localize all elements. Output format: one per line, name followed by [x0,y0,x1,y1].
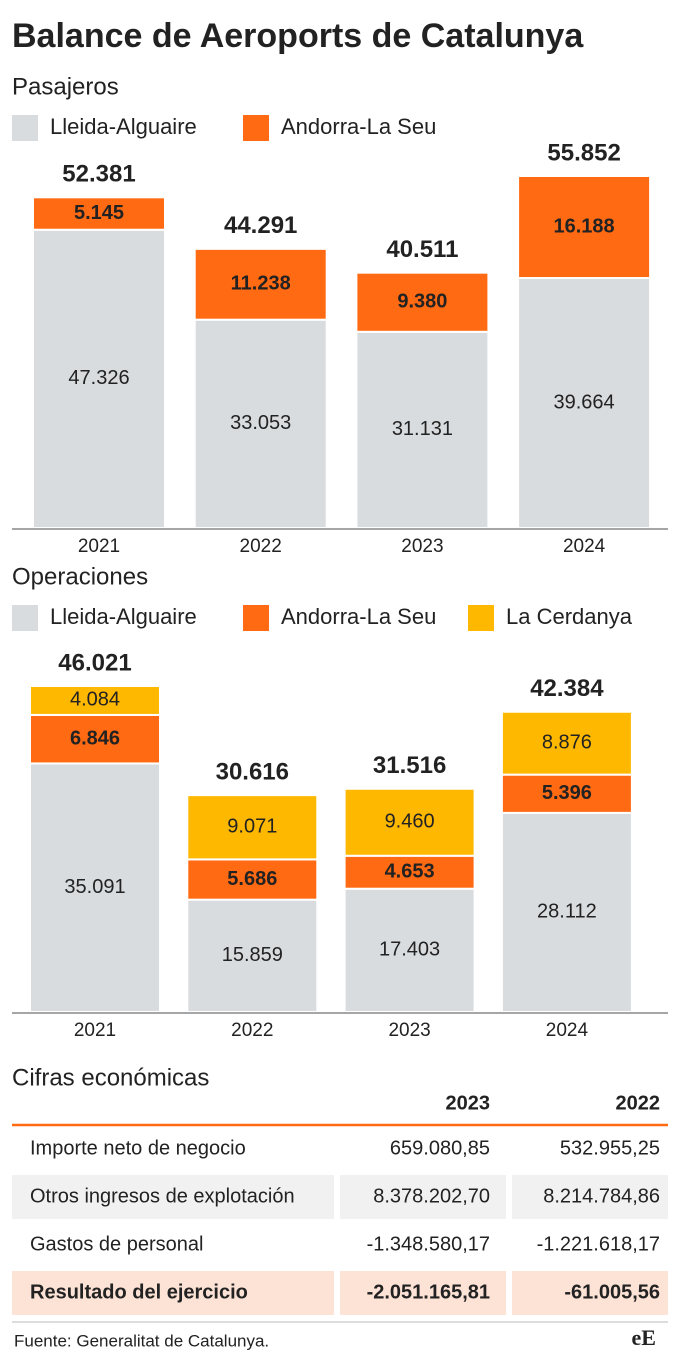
value-label: 11.238 [231,273,291,295]
value-label: 35.091 [64,876,125,898]
cell: -61.005,56 [564,1281,660,1303]
bar-segment [186,898,319,1013]
value-label: 5.145 [74,202,124,224]
row-bg [512,1175,668,1219]
total-label: 44.291 [224,212,297,239]
x-tick-label: 2023 [401,536,443,557]
legend-swatch [12,115,38,141]
value-label: 31.131 [392,418,453,440]
row-bg [12,1271,334,1315]
bar-segment [355,271,490,333]
value-label: 17.403 [379,939,440,961]
value-label: 5.396 [542,782,592,804]
column-header: 2022 [616,1092,661,1114]
row-label: Otros ingresos de explotación [30,1185,295,1207]
total-label: 31.516 [373,752,446,779]
value-label: 6.846 [70,727,120,749]
total-label: 30.616 [216,758,289,785]
row-label: Importe neto de negocio [30,1137,246,1159]
value-label: 5.686 [227,868,277,890]
value-label: 16.188 [554,215,615,237]
legend-swatch [243,115,269,141]
cell: -2.051.165,81 [367,1281,490,1303]
cell: 8.214.784,86 [543,1185,660,1207]
bar-segment [186,858,319,901]
value-label: 47.326 [68,367,129,389]
x-tick-label: 2024 [546,1020,589,1041]
bar-segment [29,762,161,1014]
cell: 532.955,25 [560,1137,660,1159]
total-label: 52.381 [62,161,135,188]
legend-swatch [468,605,494,631]
x-tick-label: 2024 [563,536,606,557]
value-label: 9.460 [385,811,435,833]
bar-segment [517,175,652,280]
x-tick-label: 2022 [231,1020,273,1041]
cell: -1.221.618,17 [537,1233,660,1255]
bar-segment [29,685,161,716]
bar-segment [29,713,161,765]
title: Balance de Aeroports de Catalunya [12,17,584,55]
value-label: 8.876 [542,731,592,753]
legend-label: La Cerdanya [506,604,633,629]
total-label: 40.511 [386,236,458,263]
table-title: Cifras económicas [12,1064,209,1091]
row-label: Resultado del ejercicio [30,1281,248,1303]
bar-segment [500,710,633,776]
x-tick-label: 2021 [78,536,120,557]
cell: 8.378.202,70 [373,1185,490,1207]
row-bg [512,1271,668,1315]
bar-segment [517,277,652,529]
column-header: 2023 [446,1092,491,1114]
total-label: 42.384 [530,675,604,702]
value-label: 9.071 [227,816,277,838]
value-label: 4.653 [385,861,435,883]
value-label: 4.084 [70,689,120,711]
bar-segment [343,787,476,857]
value-label: 39.664 [554,391,615,413]
legend-label: Andorra-La Seu [281,114,436,139]
row-label: Gastos de personal [30,1233,203,1255]
bar-segment [343,854,476,890]
value-label: 33.053 [230,412,291,434]
bar-segment [193,247,328,321]
x-tick-label: 2023 [388,1020,430,1041]
x-tick-label: 2022 [240,536,282,557]
bar-segment [343,887,476,1014]
bar-segment [355,330,490,529]
source: Fuente: Generalitat de Catalunya. [14,1331,269,1350]
cell: -1.348.580,17 [367,1233,490,1255]
row-bg [340,1271,506,1315]
bar-segment [500,773,633,814]
value-label: 9.380 [397,291,447,313]
value-label: 15.859 [222,944,283,966]
bar-segment [32,228,166,529]
total-label: 46.021 [58,649,131,676]
legend-label: Lleida-Alguaire [50,604,197,629]
legend-swatch [243,605,269,631]
x-tick-label: 2021 [74,1020,116,1041]
row-bg [12,1175,334,1219]
chart-title: Pasajeros [12,73,119,100]
bar-segment [32,196,166,231]
row-bg [340,1175,506,1219]
legend-label: Lleida-Alguaire [50,114,197,139]
total-label: 55.852 [547,139,620,166]
value-label: 28.112 [537,901,597,923]
legend-swatch [12,605,38,631]
bar-segment [500,811,633,1013]
chart-title: Operaciones [12,563,148,590]
logo: eE [632,1325,656,1350]
bar-segment [186,794,319,861]
cell: 659.080,85 [390,1137,490,1159]
legend-label: Andorra-La Seu [281,604,436,629]
